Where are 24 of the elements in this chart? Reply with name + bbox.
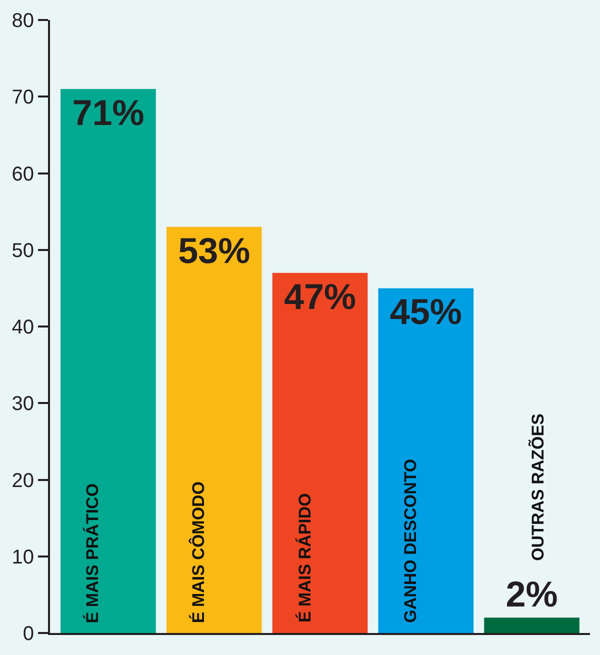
x-tick-label: É MAIS CÔMODO — [188, 481, 208, 624]
bar — [378, 288, 474, 633]
y-tick-label: 70 — [12, 86, 34, 109]
y-tick-label: 80 — [12, 10, 34, 32]
data-label: 2% — [506, 574, 558, 615]
y-tick-label: 30 — [12, 393, 34, 416]
y-tick-label: 10 — [12, 546, 34, 568]
y-tick-label: 50 — [12, 240, 34, 262]
x-tick-label: É MAIS RÁPIDO — [294, 493, 314, 622]
data-label: 71% — [72, 92, 144, 133]
y-tick-label: 40 — [12, 316, 34, 338]
y-tick-label: 20 — [12, 470, 34, 492]
bar — [166, 226, 262, 633]
y-tick-label: 60 — [12, 163, 34, 186]
x-tick-label: GANHO DESCONTO — [400, 458, 420, 623]
data-label: 47% — [284, 276, 356, 317]
bar — [60, 88, 156, 633]
x-tick-label: É MAIS PRÁTICO — [82, 483, 102, 624]
x-tick-label: OUTRAS RAZÕES — [528, 414, 548, 561]
data-label: 45% — [390, 291, 462, 332]
bar — [484, 618, 580, 633]
bar — [272, 272, 368, 633]
y-tick-label: 0 — [22, 623, 34, 645]
data-label: 53% — [178, 230, 250, 271]
